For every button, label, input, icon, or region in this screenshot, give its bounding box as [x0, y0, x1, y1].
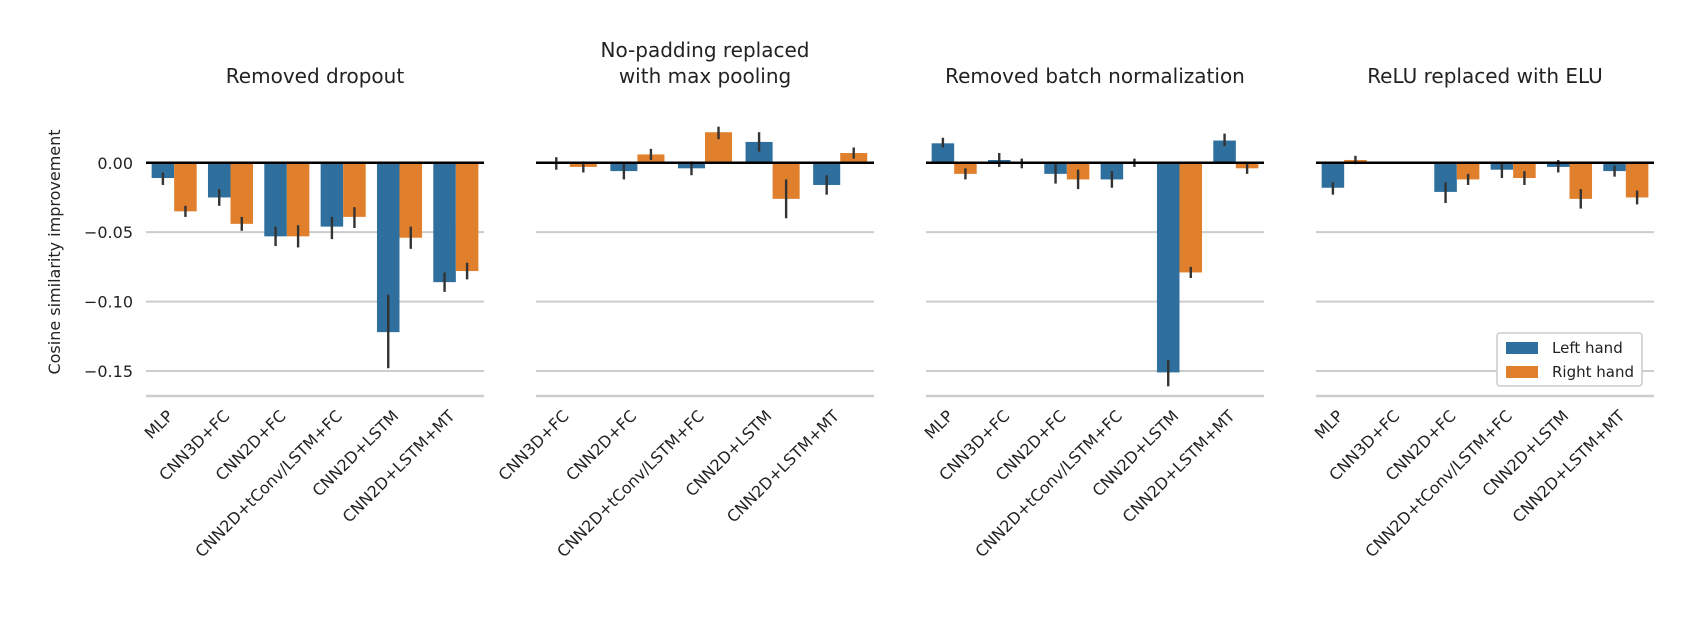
bar-left-hand [1157, 163, 1180, 373]
bar-right-hand [1180, 163, 1203, 273]
legend-label-right-hand: Right hand [1552, 363, 1634, 381]
y-tick-label: −0.05 [84, 223, 133, 242]
y-tick-label: 0.00 [97, 154, 133, 173]
figure-background [0, 0, 1687, 625]
legend: Left hand Right hand [1497, 333, 1642, 386]
panel-title: No-padding replaced [600, 38, 809, 62]
panel-title: with max pooling [619, 64, 791, 88]
bar-right-hand [400, 163, 423, 238]
bar-right-hand [231, 163, 254, 224]
bar-right-hand [174, 163, 197, 212]
legend-swatch-left-hand [1506, 342, 1538, 354]
bar-left-hand [264, 163, 287, 237]
figure: Cosine similarity improvement 0.00 −0.05 −… [0, 0, 1687, 625]
bar-right-hand [456, 163, 479, 271]
legend-swatch-right-hand [1506, 366, 1538, 378]
y-axis-label: Cosine similarity improvement [45, 129, 64, 374]
panel-title: ReLU replaced with ELU [1367, 64, 1603, 88]
y-tick-label: −0.10 [84, 293, 133, 312]
bar-left-hand [433, 163, 456, 282]
y-tick-label: −0.15 [84, 362, 133, 381]
legend-label-left-hand: Left hand [1552, 339, 1623, 357]
panel-title: Removed dropout [226, 64, 405, 88]
panel-title: Removed batch normalization [945, 64, 1245, 88]
